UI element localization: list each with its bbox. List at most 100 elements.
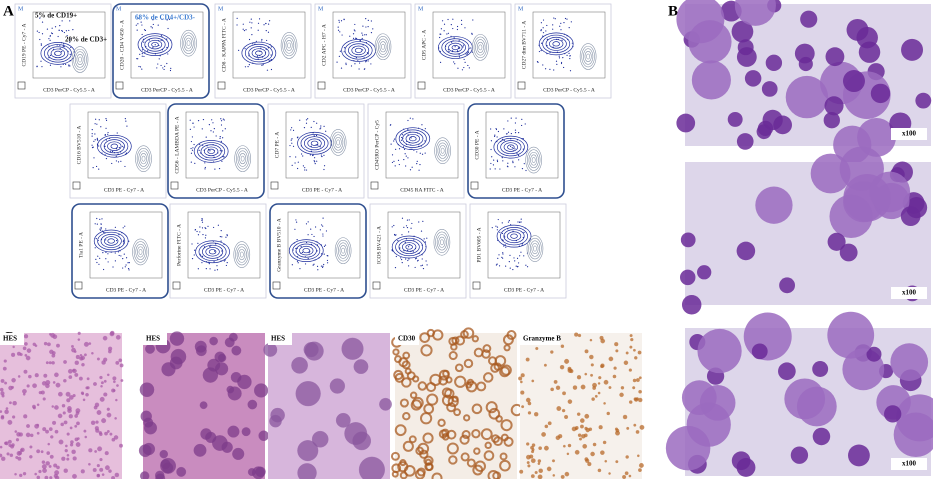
cell	[99, 467, 104, 472]
event-dot	[415, 257, 418, 259]
cell	[101, 418, 107, 424]
y-axis-label: CD2 APC - H7 - A	[321, 24, 327, 66]
cell	[691, 60, 731, 100]
event-dot	[211, 119, 213, 121]
event-dot	[338, 19, 340, 21]
cell	[61, 456, 66, 461]
event-dot	[114, 260, 116, 262]
cell	[890, 343, 929, 381]
cell	[111, 475, 116, 479]
event-dot	[290, 129, 292, 131]
event-dot	[204, 168, 206, 170]
event-dot	[560, 61, 563, 64]
event-dot	[136, 29, 138, 31]
event-dot	[491, 227, 493, 229]
cell	[629, 334, 633, 338]
event-dot	[395, 234, 397, 236]
cell	[482, 344, 492, 353]
cell	[734, 0, 776, 26]
cell	[118, 358, 123, 363]
plot-frame	[267, 103, 365, 199]
cell	[254, 383, 269, 398]
cell	[83, 341, 89, 347]
cell	[99, 432, 103, 437]
event-dot	[418, 169, 420, 171]
event-dot	[410, 137, 412, 139]
y-axis-label: Granzyme B BV510 - A	[276, 218, 282, 271]
event-dot	[498, 265, 501, 267]
event-dot	[216, 269, 219, 271]
event-dot	[122, 258, 124, 260]
cell	[270, 407, 285, 423]
event-dot	[120, 160, 122, 162]
cell	[112, 389, 116, 392]
event-dot	[248, 64, 250, 66]
event-dot	[324, 244, 327, 246]
plot-area	[487, 211, 561, 279]
cell	[429, 373, 442, 387]
cell	[358, 456, 385, 479]
cell	[25, 432, 31, 438]
cell	[639, 424, 645, 430]
cell	[697, 265, 712, 280]
event-dot	[569, 70, 572, 72]
cell	[90, 420, 96, 425]
event-dot	[426, 237, 428, 239]
event-dot	[467, 51, 469, 54]
cell	[74, 414, 79, 418]
event-dot	[305, 122, 308, 124]
cell	[69, 443, 74, 447]
cell	[441, 387, 453, 398]
cell	[392, 348, 400, 356]
cell	[579, 418, 585, 423]
cell	[546, 466, 552, 472]
event-dot	[395, 148, 397, 150]
event-dot	[518, 159, 520, 161]
contour	[584, 51, 592, 63]
cell	[423, 455, 434, 466]
event-dot	[109, 150, 112, 152]
cell	[597, 468, 602, 473]
cell	[534, 470, 538, 475]
contour	[140, 153, 148, 165]
event-dot	[520, 218, 522, 220]
event-dot	[511, 146, 513, 149]
cell	[839, 243, 858, 262]
event-dot	[191, 243, 193, 245]
event-dot	[421, 153, 424, 155]
event-dot	[105, 157, 108, 160]
contour	[542, 34, 571, 53]
event-dot	[289, 144, 291, 147]
contour	[251, 48, 267, 58]
event-dot	[263, 24, 265, 26]
contour	[100, 137, 129, 156]
event-dot	[122, 145, 124, 147]
event-dot	[439, 33, 441, 35]
event-dot	[464, 27, 466, 29]
event-dot	[300, 153, 303, 155]
cell	[544, 424, 549, 429]
cell	[408, 435, 417, 444]
event-dot	[69, 53, 71, 55]
event-dot	[568, 52, 570, 54]
contour	[506, 231, 522, 241]
event-dot	[512, 160, 514, 162]
cell	[697, 328, 742, 374]
cell	[45, 429, 50, 434]
cell	[736, 47, 757, 67]
contour	[197, 142, 226, 161]
cell	[531, 379, 535, 383]
cell	[579, 424, 584, 429]
cell	[42, 468, 47, 473]
cell	[543, 363, 547, 367]
event-dot	[325, 130, 327, 132]
event-dot	[401, 136, 403, 139]
plot-area	[485, 111, 559, 179]
cell	[81, 362, 85, 367]
event-dot	[361, 32, 363, 34]
contour	[78, 56, 82, 63]
cell	[614, 342, 619, 347]
event-dot	[542, 27, 544, 29]
cell	[80, 469, 85, 474]
contour	[132, 238, 149, 266]
